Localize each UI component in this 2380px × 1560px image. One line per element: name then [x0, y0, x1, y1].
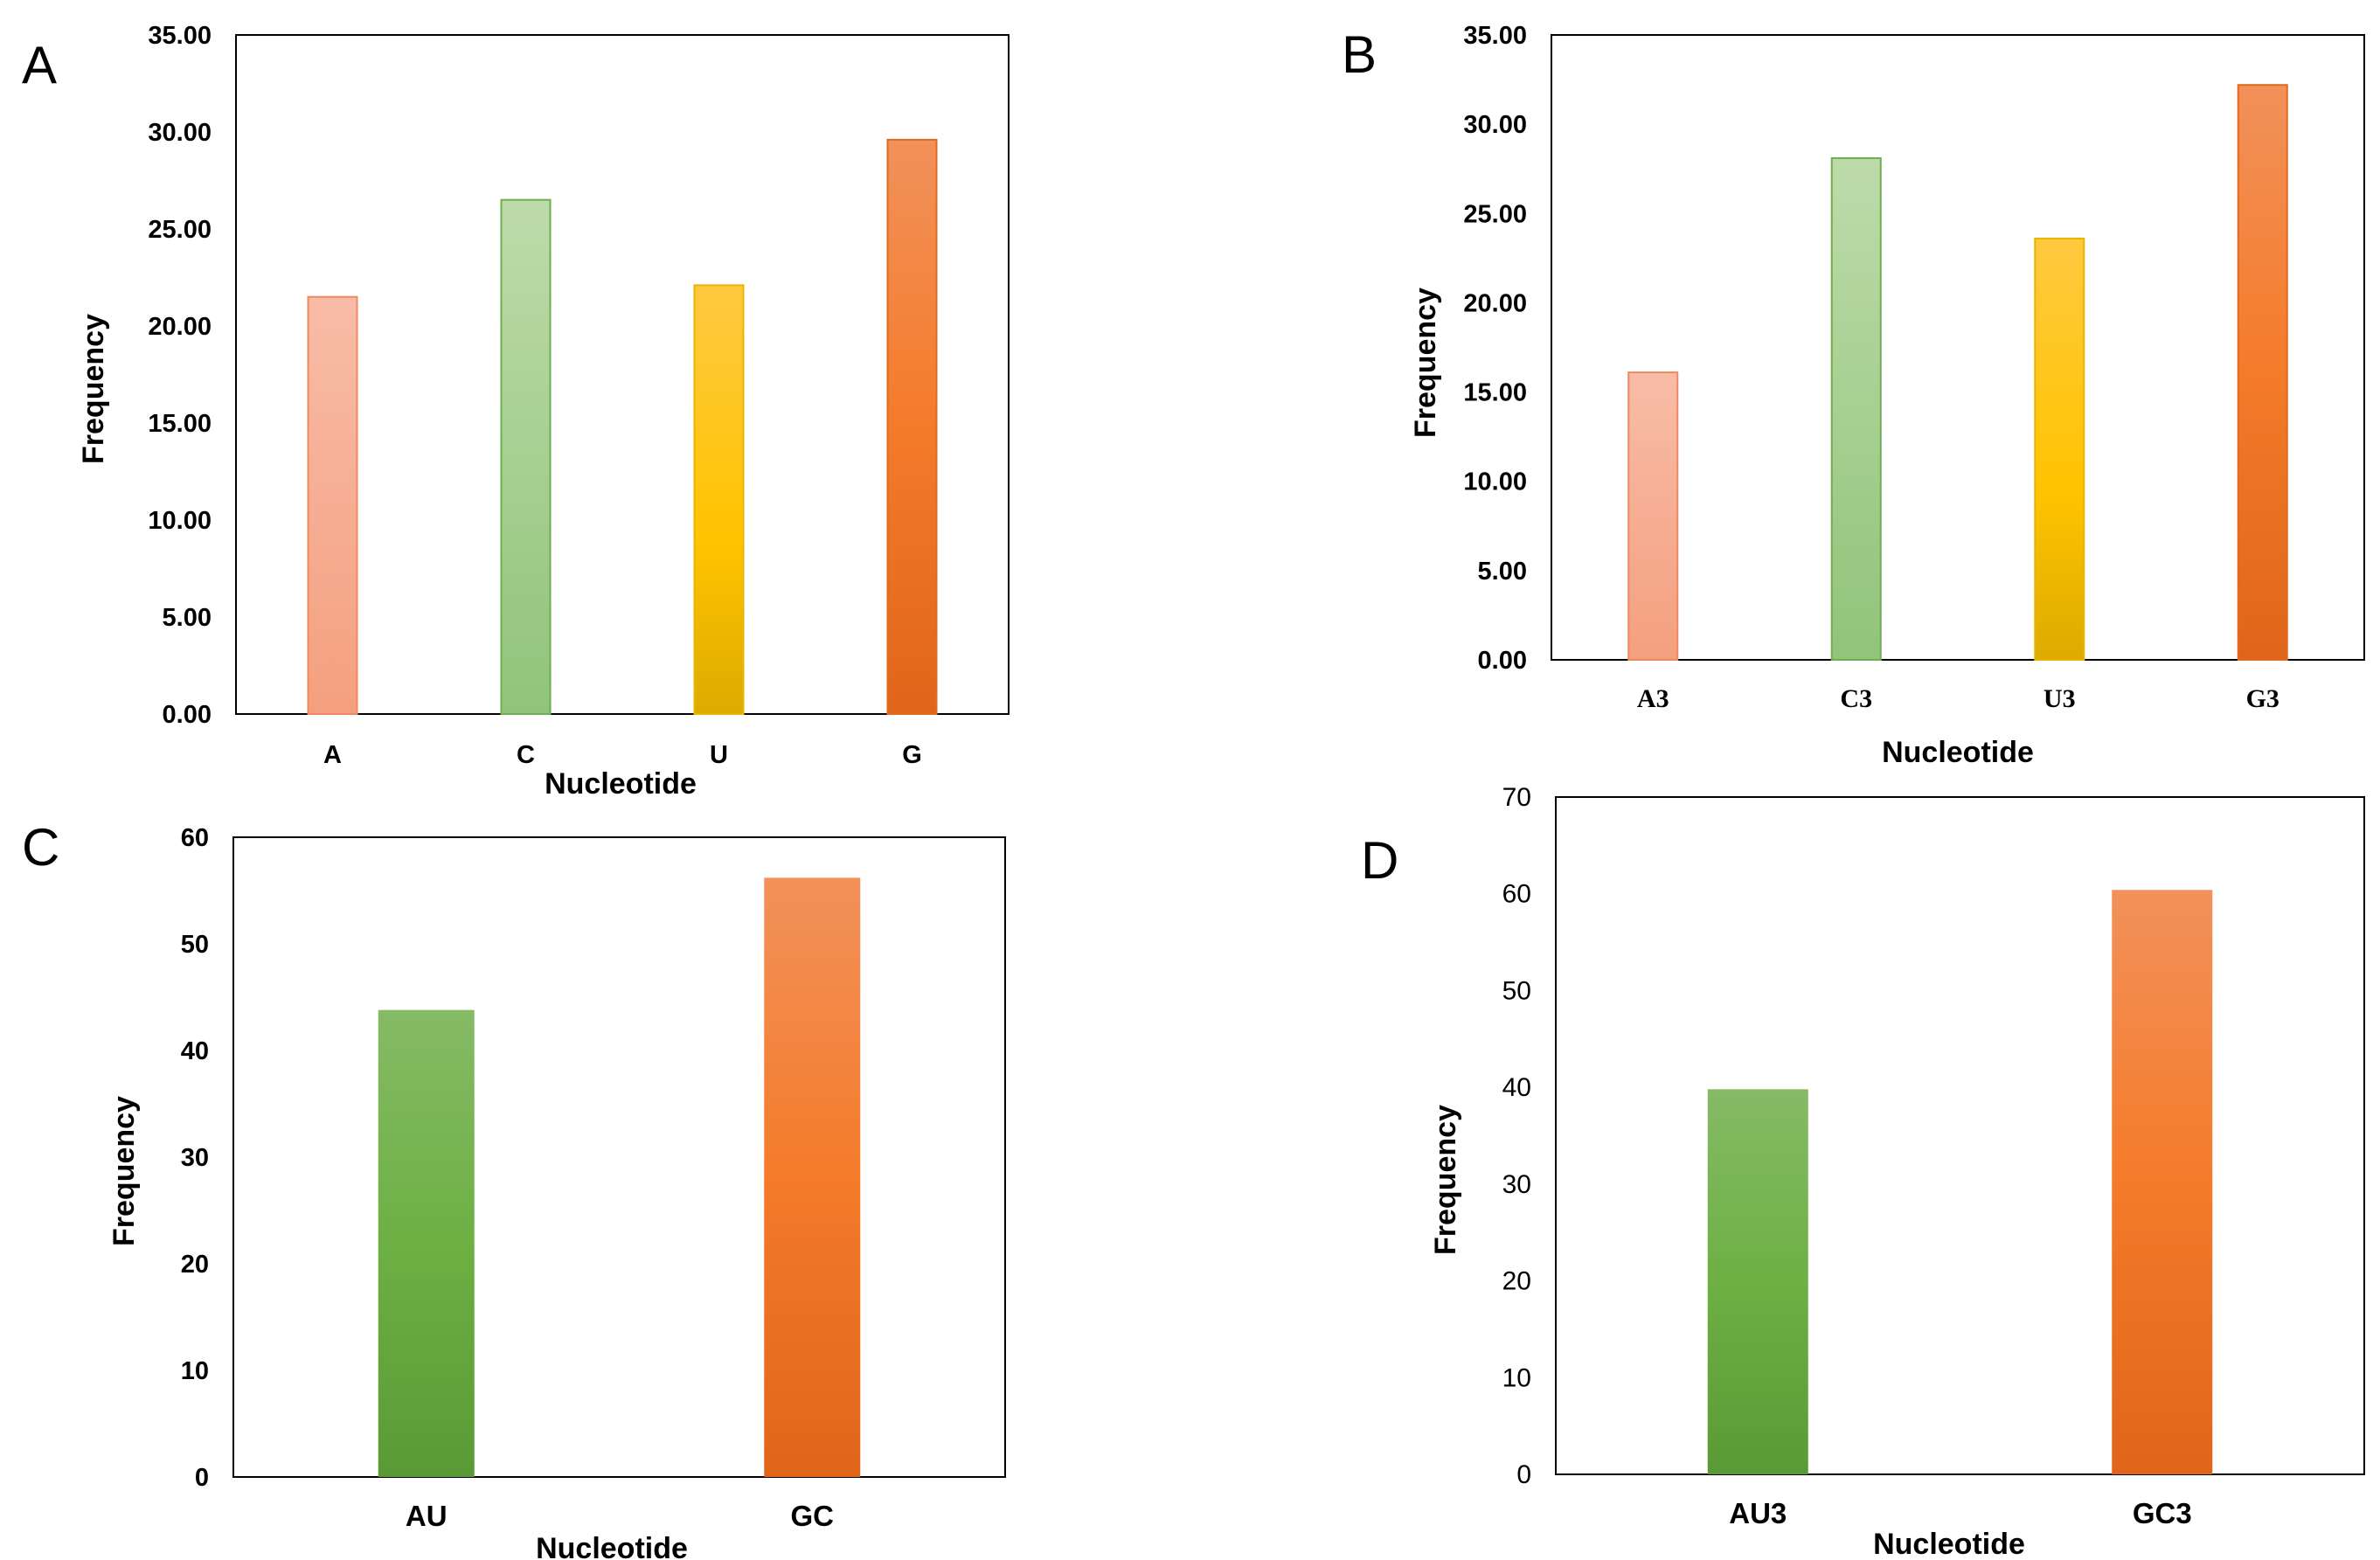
- y-tick-label: 20: [1502, 1267, 1531, 1296]
- x-axis-label: Nucleotide: [545, 767, 697, 801]
- y-tick-label: 35.00: [1463, 22, 1527, 50]
- y-tick-label: 25.00: [148, 216, 212, 244]
- y-tick-label: 30.00: [148, 119, 212, 147]
- bar-gc3: [2112, 890, 2213, 1474]
- y-tick-label: 50: [181, 931, 209, 959]
- x-tick-label: AU3: [1729, 1497, 1787, 1529]
- y-tick-label: 40: [181, 1037, 209, 1065]
- y-tick-label: 60: [181, 824, 209, 852]
- x-tick-label: A: [323, 741, 342, 769]
- x-tick-label: A3: [1637, 684, 1669, 713]
- y-tick-label: 0.00: [1478, 647, 1527, 675]
- y-axis-label: Frequency: [1409, 288, 1442, 438]
- plot-area: [1551, 34, 2365, 661]
- x-axis-label: Nucleotide: [536, 1532, 688, 1560]
- x-axis-label: Nucleotide: [1873, 1528, 2025, 1560]
- y-tick-label: 10.00: [148, 507, 212, 535]
- bar-c3: [1830, 156, 1882, 661]
- x-tick-label: AU: [406, 1500, 448, 1532]
- plot-area: [232, 836, 1006, 1478]
- y-tick-label: 10: [181, 1357, 209, 1385]
- y-tick-label: 15.00: [148, 410, 212, 438]
- bar-au3: [1707, 1089, 1808, 1474]
- y-tick-label: 0.00: [163, 701, 212, 729]
- x-tick-label: G: [902, 741, 922, 769]
- y-tick-label: 5.00: [1478, 558, 1527, 586]
- y-tick-label: 10: [1502, 1363, 1531, 1392]
- bar-a3: [1627, 371, 1679, 661]
- y-tick-label: 50: [1502, 976, 1531, 1005]
- y-tick-label: 15.00: [1463, 379, 1527, 407]
- chart-panel-A: A 0.00 5.00 10.00 15.00 20.00 25.00 30.00 35.00 A…: [22, 22, 1010, 801]
- bar-c: [500, 198, 552, 715]
- y-axis-label: Frequency: [77, 314, 110, 464]
- bar-gc: [764, 877, 861, 1477]
- bar-u3: [2034, 237, 2085, 661]
- y-tick-label: 0: [195, 1464, 209, 1492]
- plot-area: [235, 34, 1010, 715]
- chart-panel-B: B 0.00 5.00 10.00 15.00 20.00 25.00 30.00 35.00 A…: [1342, 22, 2365, 769]
- y-tick-label: 0: [1516, 1460, 1531, 1489]
- x-tick-label: GC3: [2133, 1497, 2192, 1529]
- y-tick-label: 20.00: [1463, 289, 1527, 317]
- y-tick-label: 70: [1502, 783, 1531, 812]
- x-tick-label: U: [710, 741, 728, 769]
- y-tick-label: 30: [181, 1144, 209, 1172]
- y-tick-label: 30.00: [1463, 111, 1527, 139]
- y-tick-label: 40: [1502, 1073, 1531, 1102]
- x-tick-label: U3: [2043, 684, 2076, 713]
- x-tick-label: G3: [2246, 684, 2279, 713]
- panel-letter: A: [22, 36, 57, 94]
- y-tick-label: 35.00: [148, 22, 212, 50]
- bar-g3: [2237, 84, 2288, 661]
- bar-a: [307, 295, 358, 715]
- bar-au: [378, 1009, 475, 1477]
- y-tick-label: 30: [1502, 1170, 1531, 1199]
- y-axis-label: Frequency: [108, 1096, 141, 1246]
- y-tick-label: 20.00: [148, 313, 212, 341]
- bar-u: [693, 284, 745, 715]
- panel-letter: D: [1361, 831, 1398, 890]
- y-tick-label: 25.00: [1463, 200, 1527, 228]
- bar-g: [886, 138, 938, 715]
- x-tick-label: C3: [1840, 684, 1872, 713]
- chart-panel-C: C 0 10 20 30 40 50 60 AU GC Nucleotide Frequency: [22, 818, 1006, 1560]
- panel-letter: C: [22, 818, 59, 877]
- plot-area: [1555, 796, 2365, 1475]
- chart-panel-D: D 0 10 20 30 40 50 60 70 AU3 GC3 Nucleotide Frequenc…: [1361, 783, 2365, 1560]
- panel-letter: B: [1342, 25, 1377, 84]
- y-tick-label: 10.00: [1463, 468, 1527, 496]
- y-axis-label: Frequency: [1429, 1105, 1462, 1255]
- x-axis-label: Nucleotide: [1882, 736, 2034, 769]
- y-tick-label: 5.00: [163, 604, 212, 632]
- y-tick-label: 20: [181, 1251, 209, 1279]
- x-tick-label: C: [517, 741, 535, 769]
- y-tick-label: 60: [1502, 880, 1531, 909]
- x-tick-label: GC: [791, 1500, 835, 1532]
